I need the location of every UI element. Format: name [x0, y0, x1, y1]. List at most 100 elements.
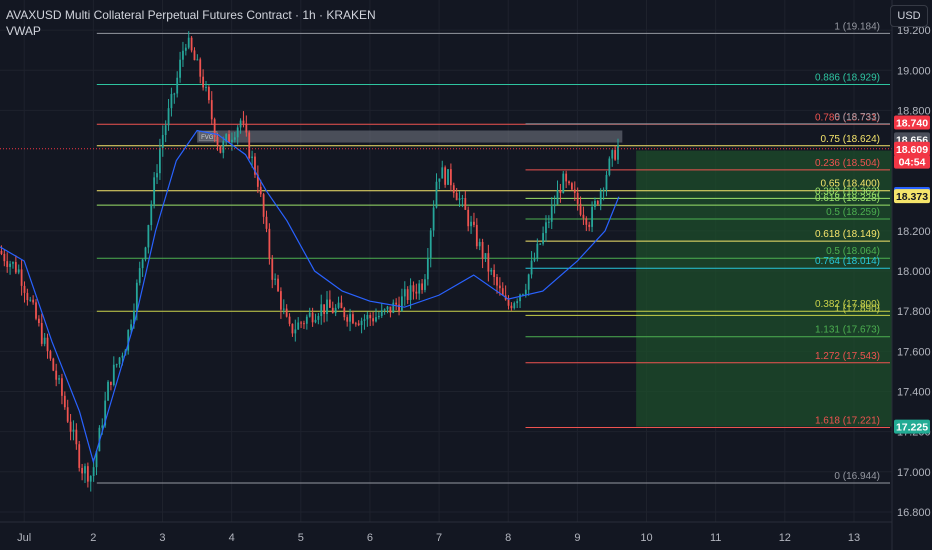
- fib-level-label: 1 (19.184): [834, 21, 880, 32]
- candle-body: [86, 466, 89, 482]
- candle-body: [449, 169, 452, 186]
- candle-body: [202, 76, 205, 88]
- candle-body: [507, 299, 510, 306]
- price-badge: [894, 189, 930, 204]
- fib-level-label: 0 (18.733): [834, 112, 880, 123]
- vwap-indicator-label[interactable]: VWAP: [6, 24, 41, 38]
- candle-body: [274, 278, 277, 280]
- candle-body: [377, 315, 380, 318]
- candle-body: [473, 221, 475, 225]
- candle-body: [294, 329, 297, 334]
- candle-body: [547, 221, 550, 223]
- price-badge: [894, 115, 930, 130]
- candle-body: [190, 37, 193, 51]
- fib-level-label: 0.5 (18.259): [826, 207, 880, 218]
- price-badge: [894, 419, 930, 434]
- candle-body: [305, 316, 308, 324]
- candle-body: [596, 201, 599, 205]
- candle-body: [314, 319, 317, 323]
- candle-body: [12, 262, 14, 264]
- fib-level-label: 1 (17.890): [834, 303, 880, 314]
- fib-level-label: 0.75 (18.624): [821, 134, 881, 145]
- candle-body: [233, 137, 236, 140]
- candle-body: [458, 198, 461, 201]
- candle-body: [366, 315, 369, 320]
- candle-body: [37, 318, 40, 323]
- candle-body: [311, 312, 314, 323]
- candle-body: [516, 301, 519, 304]
- candle-body: [363, 319, 366, 321]
- candle-body: [536, 243, 539, 259]
- candle-body: [277, 278, 279, 292]
- candle-body: [308, 312, 311, 317]
- candle-body: [383, 309, 386, 311]
- candle-body: [84, 466, 86, 474]
- candle-body: [271, 258, 274, 280]
- x-tick-label: 7: [436, 532, 442, 544]
- candle-body: [187, 37, 190, 48]
- candle-body: [484, 253, 487, 259]
- candle-body: [110, 381, 112, 386]
- candle-body: [55, 370, 58, 380]
- candle-body: [196, 59, 199, 61]
- candle-body: [40, 322, 43, 344]
- x-tick-label: 6: [367, 532, 373, 544]
- fib-level-label: 0.786 (18.731): [815, 112, 880, 123]
- candle-body: [46, 337, 49, 352]
- candle-body: [588, 224, 591, 227]
- y-tick-label: 17.600: [897, 346, 931, 358]
- candle-body: [176, 77, 179, 94]
- y-tick-label: 16.800: [897, 507, 931, 519]
- candle-body: [611, 150, 614, 159]
- x-tick-label: 10: [640, 532, 652, 544]
- candle-body: [337, 302, 340, 308]
- candle-body: [75, 429, 78, 445]
- candle-body: [248, 132, 251, 159]
- candle-body: [6, 261, 9, 267]
- x-tick-label: 4: [229, 532, 235, 544]
- candle-body: [487, 253, 490, 272]
- fib-level-label: 0.886 (18.929): [815, 73, 880, 84]
- candle-body: [323, 304, 326, 314]
- candle-body: [23, 285, 26, 293]
- fib-level-label: 0 (16.944): [834, 471, 880, 482]
- candle-body: [280, 291, 282, 310]
- candle-body: [69, 421, 72, 432]
- candle-body: [527, 274, 530, 290]
- candle-body: [496, 276, 498, 286]
- candle-body: [256, 174, 259, 187]
- candle-body: [579, 203, 582, 215]
- candle-body: [135, 282, 138, 312]
- candle-body: [0, 250, 3, 254]
- candle-body: [349, 314, 351, 322]
- candle-body: [447, 169, 449, 185]
- candle-body: [159, 147, 161, 174]
- candle-body: [568, 181, 570, 184]
- candle-body: [424, 279, 426, 290]
- candle-body: [121, 355, 124, 358]
- candle-body: [225, 134, 228, 142]
- price-badge-label: 18.373: [896, 191, 928, 203]
- candle-body: [63, 395, 66, 408]
- candle-body: [300, 322, 302, 324]
- candle-body: [49, 351, 52, 359]
- candle-body: [409, 285, 412, 301]
- candle-body: [297, 322, 300, 330]
- price-badge-label: 17.225: [896, 422, 928, 434]
- candle-body: [112, 364, 115, 386]
- currency-button[interactable]: USD: [890, 5, 928, 27]
- candle-body: [193, 50, 196, 61]
- candle-body: [360, 320, 363, 326]
- candle-body: [245, 123, 248, 133]
- candle-body: [101, 425, 104, 428]
- candle-body: [213, 119, 216, 137]
- candle-body: [331, 307, 334, 314]
- y-tick-label: 18.200: [897, 226, 931, 238]
- candle-body: [72, 429, 75, 432]
- candle-body: [467, 209, 470, 227]
- candle-body: [104, 400, 107, 426]
- candle-body: [571, 183, 573, 190]
- candle-body: [150, 204, 153, 226]
- candle-body: [415, 291, 418, 294]
